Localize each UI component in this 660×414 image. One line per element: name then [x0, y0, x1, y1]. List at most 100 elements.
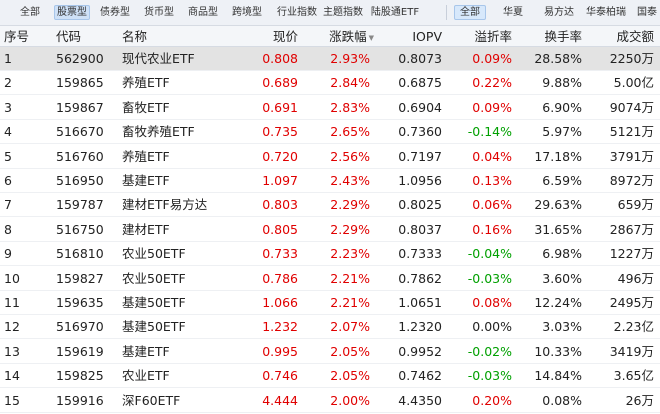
- cell-name: 畜牧养殖ETF: [122, 124, 195, 140]
- cell-idx: 2: [4, 75, 12, 91]
- tab-stock[interactable]: 股票型: [54, 5, 90, 20]
- cell-name: 建材ETF: [122, 221, 170, 237]
- table-row[interactable]: 1 562900 现代农业ETF 0.808 2.93% 0.8073 0.09% 28.58…: [0, 47, 660, 71]
- cell-iopv: 0.7197: [398, 148, 442, 164]
- cell-amount: 2495万: [609, 295, 654, 310]
- tab-company-guotai[interactable]: 国泰: [637, 7, 657, 18]
- cell-premium: 0.22%: [472, 75, 512, 91]
- cell-amount: 3.65亿: [613, 368, 654, 384]
- cell-premium: -0.03%: [467, 270, 512, 286]
- tab-cross-border[interactable]: 跨境型: [232, 7, 262, 18]
- sort-desc-icon[interactable]: ▼: [368, 34, 374, 42]
- cell-code: 159825: [56, 368, 104, 384]
- cell-change: 2.29%: [330, 197, 370, 213]
- table-row[interactable]: 11 159635 基建50ETF 1.066 2.21% 1.0651 0.08% 12.2…: [0, 291, 660, 315]
- table-row[interactable]: 8 516750 建材ETF 0.805 2.29% 0.8037 0.16% 31.65% 2…: [0, 218, 660, 242]
- table-row[interactable]: 9 516810 农业50ETF 0.733 2.23% 0.7333 -0.04% 6.98…: [0, 242, 660, 267]
- cell-idx: 4: [4, 124, 12, 140]
- tab-money[interactable]: 货币型: [144, 7, 174, 18]
- cell-price: 1.097: [262, 173, 298, 188]
- tab-theme-index[interactable]: 主题指数: [323, 7, 363, 18]
- cell-turnover: 12.24%: [534, 295, 582, 310]
- cell-amount: 26万: [625, 392, 654, 408]
- cell-idx: 15: [4, 392, 20, 408]
- cell-turnover: 3.60%: [542, 270, 582, 286]
- cell-amount: 2867万: [609, 221, 654, 237]
- cell-premium: 0.16%: [472, 221, 512, 237]
- cell-iopv: 0.8037: [398, 221, 442, 237]
- cell-change: 2.21%: [330, 270, 370, 286]
- cell-change: 2.05%: [330, 343, 370, 359]
- cell-iopv: 0.8073: [398, 51, 442, 66]
- cell-idx: 1: [4, 51, 12, 66]
- tab-company-huatai[interactable]: 华泰柏瑞: [586, 7, 626, 18]
- cell-change: 2.43%: [330, 173, 370, 188]
- table-row[interactable]: 10 159827 农业50ETF 0.786 2.21% 0.7862 -0.03% 3.6…: [0, 267, 660, 291]
- col-header-iopv[interactable]: IOPV: [412, 29, 442, 44]
- cell-iopv: 1.0956: [398, 173, 442, 188]
- cell-code: 516950: [56, 173, 104, 188]
- cell-name: 畜牧ETF: [122, 99, 170, 115]
- cell-price: 0.786: [262, 270, 298, 286]
- cell-premium: 0.06%: [472, 197, 512, 213]
- cell-premium: 0.20%: [472, 392, 512, 408]
- cell-price: 0.733: [262, 246, 298, 262]
- cell-price: 0.805: [262, 221, 298, 237]
- tab-bond[interactable]: 债券型: [100, 7, 130, 18]
- table-row[interactable]: 4 516670 畜牧养殖ETF 0.735 2.65% 0.7360 -0.14% 5.97…: [0, 120, 660, 145]
- cell-idx: 9: [4, 246, 12, 262]
- tab-commodity[interactable]: 商品型: [188, 7, 218, 18]
- table-row[interactable]: 6 516950 基建ETF 1.097 2.43% 1.0956 0.13% 6.59% 89…: [0, 169, 660, 193]
- cell-name: 农业ETF: [122, 368, 170, 384]
- cell-price: 1.232: [262, 319, 298, 335]
- cell-premium: -0.04%: [467, 246, 512, 262]
- cell-price: 0.746: [262, 368, 298, 384]
- cell-change: 2.83%: [330, 99, 370, 115]
- cell-change: 2.56%: [330, 148, 370, 164]
- tab-all[interactable]: 全部: [20, 7, 40, 18]
- cell-code: 562900: [56, 51, 104, 66]
- tab-company-all[interactable]: 全部: [454, 5, 486, 20]
- cell-iopv: 0.6904: [398, 99, 442, 115]
- cell-name: 深F60ETF: [122, 392, 181, 408]
- col-header-change-label: 涨跌幅: [329, 29, 367, 44]
- col-header-price[interactable]: 现价: [272, 29, 298, 44]
- col-header-code[interactable]: 代码: [56, 29, 82, 44]
- cell-idx: 6: [4, 173, 12, 188]
- table-row[interactable]: 14 159825 农业ETF 0.746 2.05% 0.7462 -0.03% 14.84…: [0, 364, 660, 389]
- tab-company-efund[interactable]: 易方达: [544, 7, 574, 18]
- cell-premium: 0.13%: [472, 173, 512, 188]
- cell-premium: -0.02%: [467, 343, 512, 359]
- tab-company-huaxia[interactable]: 华夏: [503, 7, 523, 18]
- cell-amount: 2250万: [609, 51, 654, 66]
- table-row[interactable]: 12 516970 基建50ETF 1.232 2.07% 1.2320 0.00% 3.03…: [0, 315, 660, 340]
- col-header-name[interactable]: 名称: [122, 29, 148, 44]
- tab-industry-index[interactable]: 行业指数: [277, 7, 317, 18]
- cell-price: 1.066: [262, 295, 298, 310]
- cell-idx: 7: [4, 197, 12, 213]
- table-row[interactable]: 13 159619 基建ETF 0.995 2.05% 0.9952 -0.02% 10.33…: [0, 340, 660, 364]
- table-row[interactable]: 15 159916 深F60ETF 4.444 2.00% 4.4350 0.20% 0.08…: [0, 389, 660, 413]
- col-header-premium[interactable]: 溢折率: [474, 29, 512, 44]
- cell-name: 基建ETF: [122, 173, 170, 188]
- cell-premium: 0.08%: [472, 295, 512, 310]
- col-header-index[interactable]: 序号: [4, 29, 30, 44]
- table-row[interactable]: 3 159867 畜牧ETF 0.691 2.83% 0.6904 0.09% 6.90% 90…: [0, 96, 660, 120]
- cell-turnover: 14.84%: [534, 368, 582, 384]
- cell-name: 基建50ETF: [122, 319, 186, 335]
- cell-price: 0.720: [262, 148, 298, 164]
- tab-stock-connect-etf[interactable]: 陆股通ETF: [370, 7, 420, 18]
- cell-price: 0.735: [262, 124, 298, 140]
- table-row[interactable]: 2 159865 养殖ETF 0.689 2.84% 0.6875 0.22% 9.88% 5.…: [0, 71, 660, 96]
- cell-amount: 5121万: [609, 124, 654, 140]
- col-header-amount[interactable]: 成交额: [616, 29, 654, 44]
- cell-name: 养殖ETF: [122, 75, 170, 91]
- col-header-change[interactable]: 涨跌幅 ▼: [304, 26, 374, 46]
- cell-premium: 0.09%: [472, 51, 512, 66]
- cell-name: 现代农业ETF: [122, 51, 195, 66]
- cell-iopv: 0.6875: [398, 75, 442, 91]
- table-row[interactable]: 7 159787 建材ETF易方达 0.803 2.29% 0.8025 0.06% 29.6…: [0, 193, 660, 218]
- filter-toolbar: 全部 股票型 债券型 货币型 商品型 跨境型 行业指数 主题指数 陆股通ETF …: [0, 0, 660, 26]
- table-row[interactable]: 5 516760 养殖ETF 0.720 2.56% 0.7197 0.04% 17.18% 3…: [0, 145, 660, 169]
- col-header-turnover[interactable]: 换手率: [544, 29, 582, 44]
